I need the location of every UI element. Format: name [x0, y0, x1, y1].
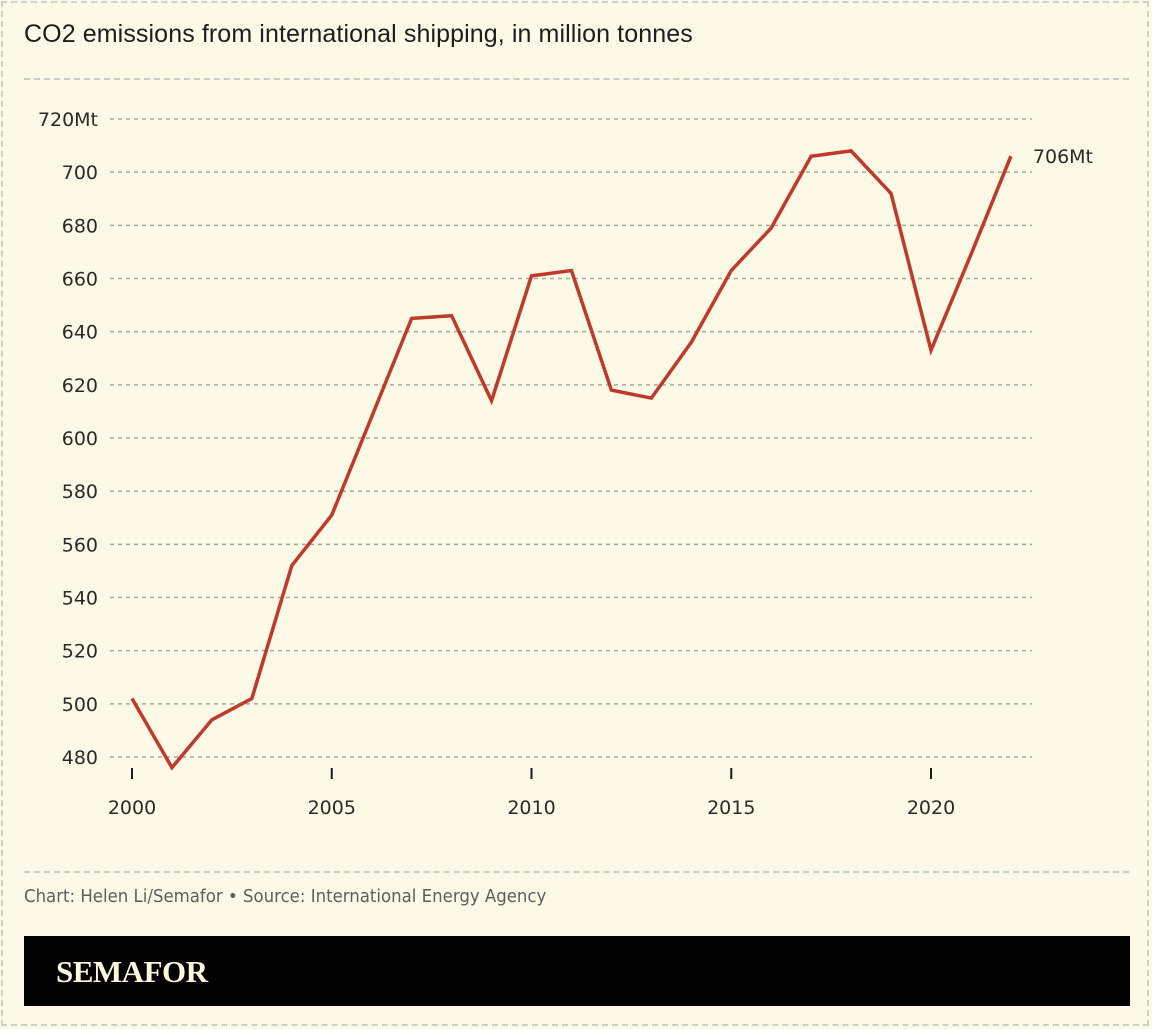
y-tick-label: 580: [62, 481, 98, 503]
bottom-divider: [24, 871, 1129, 873]
top-divider: [24, 78, 1129, 80]
gridlines: [110, 118, 1032, 758]
y-axis: 480 500 520 540 560 580 600 620 640 660 680 700 720M…: [38, 109, 98, 769]
x-tick-label: 2010: [507, 797, 555, 819]
x-axis: 2000 2005 2010 2015 2020: [108, 768, 955, 819]
y-tick-label: 720Mt: [38, 109, 98, 131]
y-tick-label: 600: [62, 428, 98, 450]
y-tick-label: 520: [62, 641, 98, 663]
x-tick-label: 2015: [707, 797, 755, 819]
annotations: 706Mt: [1033, 146, 1093, 168]
y-tick-label: 640: [62, 322, 98, 344]
x-tick-label: 2020: [907, 797, 955, 819]
x-tick-label: 2000: [108, 797, 156, 819]
y-tick-label: 680: [62, 215, 98, 237]
semafor-logo: SEMAFOR: [56, 954, 208, 989]
end-value-label: 706Mt: [1033, 146, 1093, 168]
y-tick-label: 700: [62, 162, 98, 184]
y-tick-label: 500: [62, 694, 98, 716]
y-tick-label: 560: [62, 534, 98, 556]
y-tick-label: 480: [62, 747, 98, 769]
line-chart: 480 500 520 540 560 580 600 620 640 660 680 700 720M…: [38, 109, 1093, 819]
series: [130, 149, 1013, 771]
series-line: [130, 149, 1013, 771]
brand-bar: SEMAFOR: [24, 936, 1130, 1006]
y-tick-label: 620: [62, 375, 98, 397]
chart-title: CO2 emissions from international shippin…: [24, 20, 693, 48]
source-credit: Chart: Helen Li/Semafor • Source: Intern…: [24, 886, 547, 907]
y-tick-label: 540: [62, 588, 98, 610]
x-tick-label: 2005: [308, 797, 356, 819]
y-tick-label: 660: [62, 269, 98, 291]
